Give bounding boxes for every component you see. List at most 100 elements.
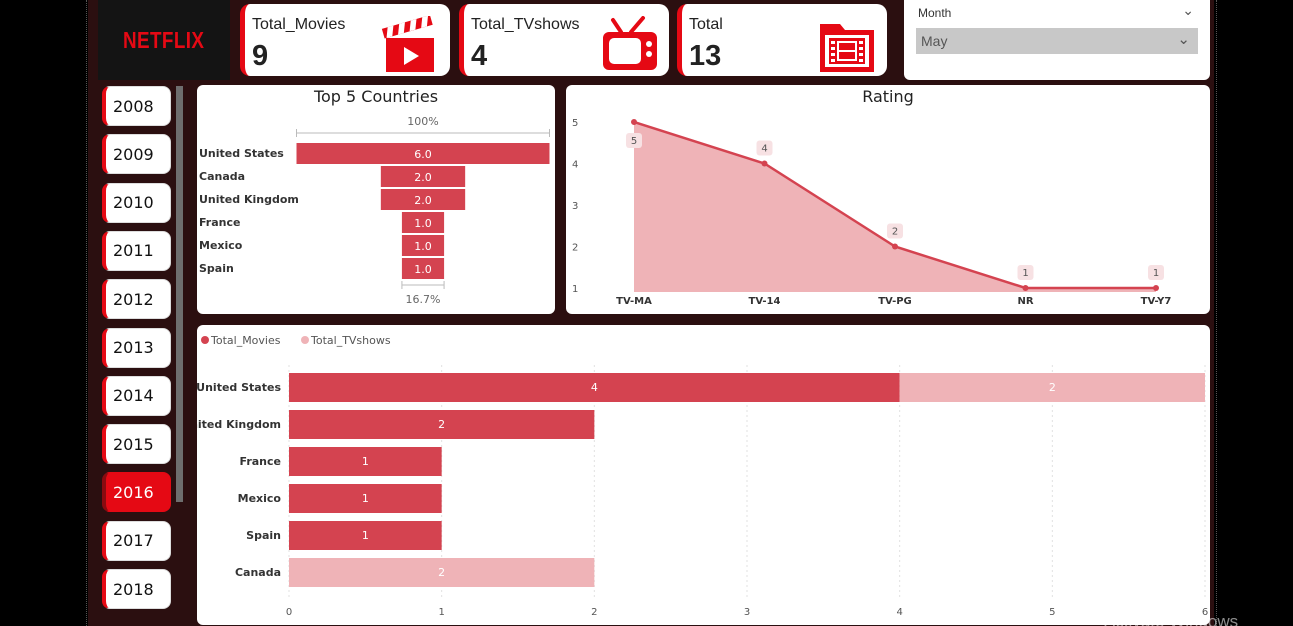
y-tick-label: 4 <box>572 160 578 171</box>
year-button-2016[interactable]: 2016 <box>102 472 171 513</box>
activate-windows-watermark: Activate Windows <box>1104 612 1239 626</box>
chart-title: Top 5 Countries <box>313 87 439 106</box>
year-button-2015[interactable]: 2015 <box>102 424 171 465</box>
x-tick-label: 3 <box>744 607 750 618</box>
data-label: 1 <box>1022 268 1028 279</box>
year-button-2008[interactable]: 2008 <box>102 86 171 126</box>
data-label: 2 <box>892 227 898 238</box>
year-button-2017[interactable]: 2017 <box>102 520 171 561</box>
y-category-label: France <box>240 455 281 468</box>
data-label-bg <box>1148 265 1164 280</box>
data-point <box>892 243 898 250</box>
legend-marker <box>201 336 209 344</box>
bar-segment <box>289 521 442 550</box>
y-category-label: Mexico <box>238 492 282 505</box>
y-tick-label: 1 <box>572 284 578 295</box>
bar-value-label: 2 <box>438 566 445 579</box>
year-button-2014[interactable]: 2014 <box>102 375 171 416</box>
bar-segment <box>289 447 442 476</box>
x-tick-label: NR <box>1017 296 1033 307</box>
bar-value-label: 1 <box>362 455 369 468</box>
bar-value-label: 2 <box>1049 381 1056 394</box>
chevron-down-icon: ⌄ <box>1177 30 1190 48</box>
stacked-bar-chart: Total_Movies Total_TVshows 0 1 2 3 4 5 6 United S… <box>197 334 1208 618</box>
bar-segment <box>899 373 1205 402</box>
funnel-category-label: Mexico <box>199 239 243 252</box>
percent-label-top: 100% <box>407 115 438 128</box>
canvas-guide-right <box>1216 0 1217 626</box>
funnel-bar <box>296 143 550 164</box>
x-tick-label: 5 <box>1049 607 1055 618</box>
x-tick-label: 4 <box>896 607 902 618</box>
funnel-bar <box>380 189 466 210</box>
kpi-label: Total_TVshows <box>471 16 580 33</box>
logo-text: NETFLIX <box>123 26 205 53</box>
bar-value-label: 2 <box>438 418 445 431</box>
month-dropdown[interactable]: May ⌄ <box>916 28 1198 54</box>
tv-icon <box>603 16 657 70</box>
funnel-value-label: 1.0 <box>414 263 432 276</box>
year-button-2018[interactable]: 2018 <box>102 569 171 609</box>
month-dropdown-value: May <box>921 33 948 49</box>
top-countries-card: Top 5 Countries 100% 6.0 United States 2.0 C… <box>197 85 555 314</box>
x-tick-label: 2 <box>591 607 597 618</box>
funnel-category-label: Spain <box>199 262 234 275</box>
y-category-label: Spain <box>246 529 281 542</box>
year-button-2010[interactable]: 2010 <box>102 182 171 223</box>
area-chart: 1 2 3 4 5 5 TV-MA 4 TV-14 2 TV-PG 1 NR 1 TV-Y7 <box>572 118 1172 307</box>
data-point <box>1153 285 1159 291</box>
clapperboard-icon <box>381 16 434 72</box>
kpi-card-total: Total 13 <box>677 4 887 76</box>
y-tick-label: 3 <box>572 201 578 212</box>
bar-segment <box>289 558 595 587</box>
x-tick-label: 6 <box>1202 607 1208 618</box>
funnel-bar <box>380 166 466 187</box>
funnel-value-label: 2.0 <box>414 171 432 184</box>
data-label: 5 <box>631 136 637 147</box>
legend-label: Total_Movies <box>210 334 281 347</box>
film-folder-icon <box>820 24 874 72</box>
rating-card: Rating 1 2 3 4 5 5 TV-MA 4 TV-14 2 TV-PG 1 NR 1 TV-Y7 <box>566 85 1210 314</box>
chart-title: Rating <box>862 87 914 106</box>
y-category-label: United Kingdom <box>197 418 281 431</box>
year-button-2009[interactable]: 2009 <box>102 134 171 175</box>
x-tick-label: TV-PG <box>878 296 912 307</box>
funnel-category-label: United States <box>199 147 284 160</box>
kpi-value: 13 <box>689 40 722 72</box>
data-label-bg <box>1017 265 1034 280</box>
year-button-2013[interactable]: 2013 <box>102 327 171 368</box>
bar-value-label: 4 <box>591 381 598 394</box>
kpi-label: Total_Movies <box>252 16 346 33</box>
data-point <box>761 160 768 167</box>
bar-value-label: 1 <box>362 529 369 542</box>
y-tick-label: 5 <box>572 118 578 129</box>
bar-segment <box>289 373 900 402</box>
chevron-down-icon[interactable]: ⌄ <box>1182 3 1194 19</box>
data-label: 4 <box>761 144 767 155</box>
kpi-card-tvshows: Total_TVshows 4 <box>459 4 669 76</box>
data-point <box>631 119 637 125</box>
year-slicer-scrollbar[interactable] <box>176 86 183 502</box>
funnel-category-label: France <box>199 216 240 229</box>
month-slicer-label: Month <box>918 6 952 20</box>
data-label-bg <box>626 133 642 148</box>
x-tick-label: 0 <box>286 607 292 618</box>
y-category-label: Canada <box>235 566 281 579</box>
percent-label-bottom: 16.7% <box>406 293 441 306</box>
netflix-logo: NETFLIX <box>98 0 230 80</box>
funnel-value-label: 6.0 <box>414 148 432 161</box>
year-button-2011[interactable]: 2011 <box>102 230 171 271</box>
kpi-card-movies: Total_Movies 9 <box>240 4 450 76</box>
funnel-bar <box>401 258 445 279</box>
funnel-value-label: 2.0 <box>414 194 432 207</box>
x-tick-label: TV-MA <box>616 296 652 307</box>
bar-segment <box>289 484 442 513</box>
y-tick-label: 2 <box>572 243 578 254</box>
kpi-label: Total <box>689 16 723 33</box>
canvas-guide-left <box>86 0 87 626</box>
funnel-category-label: United Kingdom <box>199 193 299 206</box>
x-tick-label: TV-Y7 <box>1141 296 1172 307</box>
year-button-2012[interactable]: 2012 <box>102 279 171 320</box>
data-label-bg <box>887 223 903 239</box>
